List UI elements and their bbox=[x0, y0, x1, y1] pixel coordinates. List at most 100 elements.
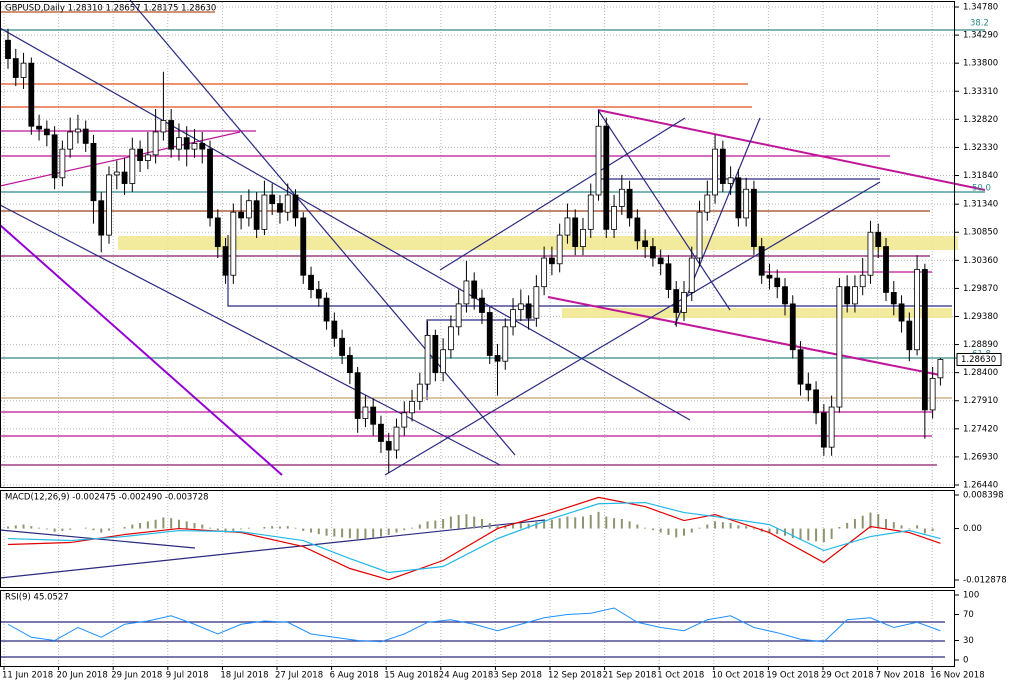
candle-body bbox=[440, 349, 447, 374]
candle-body bbox=[90, 143, 97, 202]
candle-body bbox=[549, 257, 555, 265]
y-tick-label: 1.31340 bbox=[963, 200, 998, 210]
candle-body bbox=[657, 257, 664, 265]
candle-body bbox=[5, 39, 11, 59]
candle-body bbox=[883, 246, 889, 293]
y-tick-label: 1.29380 bbox=[963, 312, 998, 322]
y-tick-label: 100 bbox=[963, 591, 979, 601]
candle-body bbox=[626, 188, 633, 219]
candle-body bbox=[820, 412, 827, 448]
candle-body bbox=[634, 217, 641, 242]
candle-body bbox=[541, 257, 548, 288]
candle-body bbox=[836, 286, 843, 408]
candle-body bbox=[176, 137, 182, 150]
y-tick-label: 1.26930 bbox=[963, 452, 998, 462]
x-tick-label: 9 Jul 2018 bbox=[166, 671, 209, 681]
y-tick-label: 1.30360 bbox=[963, 256, 998, 266]
candle-body bbox=[137, 148, 143, 162]
candle-body bbox=[152, 131, 159, 156]
y-tick-label: -0.012878 bbox=[963, 576, 1007, 586]
y-tick-label: 1.34290 bbox=[963, 31, 998, 41]
y-tick-label: 1.31840 bbox=[963, 171, 998, 181]
candle-body bbox=[362, 406, 369, 419]
candle-body bbox=[284, 194, 291, 213]
trend-line bbox=[384, 181, 881, 476]
candle-body bbox=[580, 228, 586, 247]
candle-body bbox=[743, 188, 750, 219]
candle-body bbox=[479, 297, 485, 313]
candle-body bbox=[719, 148, 726, 184]
trend-line bbox=[129, 0, 516, 456]
candle-body bbox=[113, 171, 120, 176]
price-label-box bbox=[956, 352, 1002, 366]
rsi-title: RSI(9) 45.0527 bbox=[5, 593, 69, 603]
candle-body bbox=[308, 274, 314, 290]
candle-body bbox=[292, 194, 299, 219]
candle-body bbox=[346, 355, 353, 374]
candle-body bbox=[494, 355, 501, 362]
y-tick-label: 0.008398 bbox=[963, 491, 1004, 501]
candle-body bbox=[611, 206, 617, 230]
trend-line bbox=[439, 117, 686, 271]
candle-body bbox=[618, 188, 625, 207]
candle-body bbox=[929, 377, 936, 411]
drawings bbox=[0, 0, 986, 658]
y-tick-label: 1.29870 bbox=[963, 284, 998, 294]
marks bbox=[5, 28, 944, 643]
candle-body bbox=[572, 217, 579, 247]
candle-body bbox=[797, 349, 804, 385]
candle-body bbox=[36, 125, 42, 130]
candle-body bbox=[323, 297, 330, 322]
trend-line bbox=[0, 27, 691, 421]
trend-line bbox=[597, 109, 986, 191]
candle-body bbox=[650, 246, 656, 259]
y-tick-label: 1.28890 bbox=[963, 340, 998, 350]
trend-line bbox=[0, 519, 546, 579]
candle-body bbox=[315, 289, 322, 299]
candle-body bbox=[82, 128, 89, 144]
candle-body bbox=[704, 194, 711, 213]
candle-body bbox=[12, 58, 19, 78]
candle-body bbox=[673, 289, 680, 313]
macd-title: MACD(12,26,9) -0.002475 -0.002490 -0.003… bbox=[5, 493, 209, 503]
x-tick-label: 7 Nov 2018 bbox=[876, 671, 925, 681]
candle-body bbox=[277, 203, 283, 213]
candle-body bbox=[214, 217, 221, 247]
candle-body bbox=[898, 303, 905, 322]
x-tick-label: 15 Aug 2018 bbox=[384, 671, 438, 681]
x-tick-label: 21 Sep 2018 bbox=[603, 671, 657, 681]
x-tick-label: 18 Jul 2018 bbox=[220, 671, 268, 681]
candle-body bbox=[447, 326, 454, 351]
candle-body bbox=[828, 406, 835, 448]
candle-body bbox=[160, 120, 167, 133]
y-tick-label: 1.33800 bbox=[963, 59, 998, 69]
candle-body bbox=[121, 171, 128, 184]
candle-body bbox=[370, 406, 377, 425]
candle-body bbox=[844, 286, 851, 305]
y-tick-label: 1.30850 bbox=[963, 228, 998, 238]
y-tick-label: 70 bbox=[963, 610, 974, 620]
fib-label: 38.2 bbox=[970, 19, 989, 29]
candle-body bbox=[98, 200, 105, 236]
candle-body bbox=[867, 231, 874, 276]
candle-body bbox=[751, 188, 757, 247]
candle-body bbox=[486, 312, 493, 356]
candle-body bbox=[424, 335, 431, 385]
candle-body bbox=[339, 337, 346, 356]
candle-body bbox=[471, 280, 478, 299]
candle-body bbox=[556, 234, 563, 265]
candle-body bbox=[696, 211, 703, 259]
candle-body bbox=[238, 211, 245, 219]
candle-body bbox=[432, 335, 439, 374]
candle-body bbox=[852, 286, 858, 305]
y-tick-label: 1.27420 bbox=[963, 424, 998, 434]
candle-body bbox=[735, 177, 742, 219]
trend-line bbox=[0, 224, 283, 476]
candle-body bbox=[75, 128, 81, 133]
candle-body bbox=[106, 174, 112, 236]
trend-line bbox=[0, 204, 501, 466]
y-tick-label: 30 bbox=[963, 636, 974, 646]
candle-body bbox=[385, 441, 392, 451]
candle-body bbox=[595, 125, 602, 196]
